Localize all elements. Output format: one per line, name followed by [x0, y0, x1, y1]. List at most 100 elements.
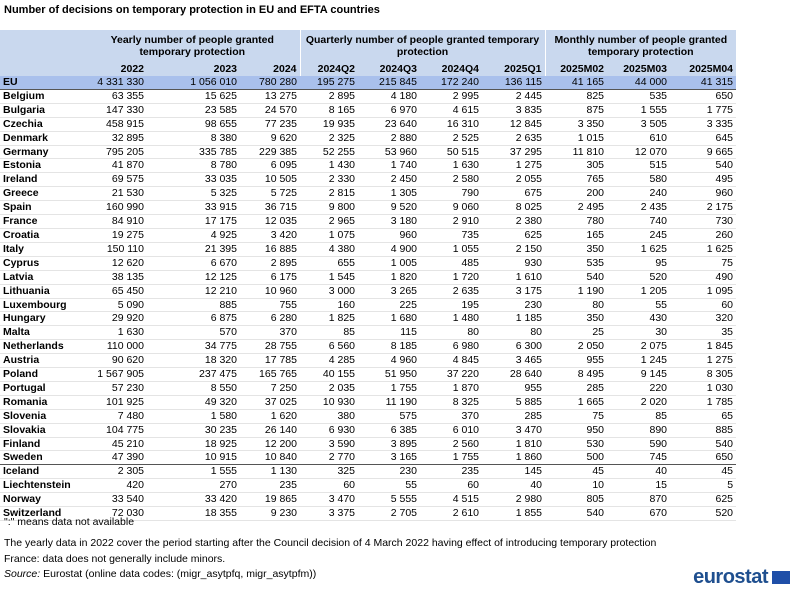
value-cell: 930 [482, 256, 546, 271]
value-cell: 10 930 [300, 395, 358, 410]
value-cell: 610 [607, 131, 671, 146]
value-cell: 10 [545, 478, 608, 494]
value-cell: 1 555 [607, 103, 671, 118]
value-cell: 195 [420, 298, 482, 313]
value-cell: 1 055 [420, 242, 482, 257]
table-header: Yearly number of people granted temporar… [0, 30, 737, 76]
value-cell: 41 165 [545, 76, 608, 90]
value-cell: 8 325 [420, 395, 482, 410]
value-cell: 270 [147, 478, 240, 494]
country-cell: Netherlands [0, 339, 85, 355]
value-cell: 33 540 [85, 492, 147, 508]
table-row: Croatia 19 275 4 925 3 420 1 075 960 735 625 165… [0, 228, 737, 243]
value-cell: 3 470 [300, 492, 358, 508]
value-cell: 1 030 [670, 381, 737, 396]
value-cell: 33 915 [147, 200, 240, 216]
value-cell: 1 555 [147, 464, 240, 480]
value-cell: 6 875 [147, 311, 240, 327]
data-table: Yearly number of people granted temporar… [0, 30, 737, 521]
value-cell: 21 530 [85, 186, 147, 202]
logo: eurostat [693, 566, 768, 588]
value-cell: 25 [545, 325, 608, 341]
value-cell: 9 520 [358, 200, 420, 216]
table-row: Austria 90 620 18 320 17 785 4 285 4 960 4 845… [0, 353, 737, 369]
value-cell: 780 [545, 214, 608, 229]
value-cell: 960 [670, 186, 737, 202]
value-cell: 5 [670, 478, 737, 494]
value-cell: 2 560 [420, 437, 482, 452]
table-row: Latvia 38 135 12 125 6 175 1 545 1 820 1 720 1 … [0, 270, 737, 285]
value-cell: 90 620 [85, 353, 147, 369]
value-cell: 2 330 [300, 172, 358, 188]
country-cell: Spain [0, 200, 85, 216]
table-row: Belgium 63 355 15 625 13 275 2 895 4 180 2 995… [0, 89, 737, 104]
value-cell: 950 [545, 423, 608, 438]
value-cell: 890 [607, 423, 671, 438]
value-cell: 2 610 [420, 506, 482, 521]
value-cell: 165 [545, 228, 608, 243]
value-cell: 2 580 [420, 172, 482, 188]
value-cell: 4 285 [300, 353, 358, 369]
value-cell: 9 060 [420, 200, 482, 216]
value-cell: 285 [545, 381, 608, 396]
country-cell: Poland [0, 367, 85, 382]
value-cell: 30 [607, 325, 671, 341]
value-cell: 1 620 [240, 409, 300, 424]
value-cell: 1 665 [545, 395, 608, 410]
value-cell: 1 205 [607, 284, 671, 299]
value-cell: 240 [607, 186, 671, 202]
value-cell: 69 575 [85, 172, 147, 188]
value-cell: 16 885 [240, 242, 300, 257]
value-cell: 9 145 [607, 367, 671, 382]
value-cell: 730 [670, 214, 737, 229]
value-cell: 495 [670, 172, 737, 188]
value-cell: 2 815 [300, 186, 358, 202]
value-cell: 1 740 [358, 158, 420, 174]
value-cell: 95 [607, 256, 671, 271]
value-cell: 75 [545, 409, 608, 424]
value-cell: 320 [670, 311, 737, 327]
value-cell: 755 [240, 298, 300, 313]
value-cell: 1 545 [300, 270, 358, 285]
value-cell: 430 [607, 311, 671, 327]
column-header: 2025M03 [607, 62, 671, 76]
value-cell: 2 525 [420, 131, 482, 146]
value-cell: 5 885 [482, 395, 546, 410]
value-cell: 60 [670, 298, 737, 313]
column-header: 2025M04 [670, 62, 737, 76]
value-cell: 2 910 [420, 214, 482, 229]
value-cell: 2 965 [300, 214, 358, 229]
column-header: 2022 [85, 62, 147, 76]
value-cell: 3 375 [300, 506, 358, 521]
value-cell: 3 465 [482, 353, 546, 369]
value-cell: 1 005 [358, 256, 420, 271]
value-cell: 805 [545, 492, 608, 508]
value-cell: 1 625 [607, 242, 671, 257]
note: ":" means data not available [4, 516, 135, 528]
table-row: Denmark 32 895 8 380 9 620 2 325 2 880 2 525 2 … [0, 131, 737, 146]
country-cell: Greece [0, 186, 85, 202]
value-cell: 2 635 [420, 284, 482, 299]
group-header: Yearly number of people granted temporar… [85, 30, 300, 62]
value-cell: 380 [300, 409, 358, 424]
value-cell: 38 135 [85, 270, 147, 285]
value-cell: 17 785 [240, 353, 300, 369]
value-cell: 19 865 [240, 492, 300, 508]
value-cell: 3 350 [545, 117, 608, 132]
value-cell: 575 [358, 409, 420, 424]
value-cell: 1 015 [545, 131, 608, 146]
value-cell: 3 505 [607, 117, 671, 132]
value-cell: 2 450 [358, 172, 420, 188]
note: The yearly data in 2022 cover the period… [4, 537, 657, 549]
value-cell: 6 175 [240, 270, 300, 285]
value-cell: 41 315 [670, 76, 737, 90]
value-cell: 2 445 [482, 89, 546, 104]
value-cell: 1 755 [420, 450, 482, 466]
value-cell: 26 140 [240, 423, 300, 438]
value-cell: 51 950 [358, 367, 420, 382]
value-cell: 12 845 [482, 117, 546, 132]
value-cell: 2 150 [482, 242, 546, 257]
source-text: Eurostat (online data codes: (migr_asytp… [43, 568, 317, 580]
value-cell: 955 [545, 353, 608, 369]
value-cell: 2 305 [85, 464, 147, 480]
